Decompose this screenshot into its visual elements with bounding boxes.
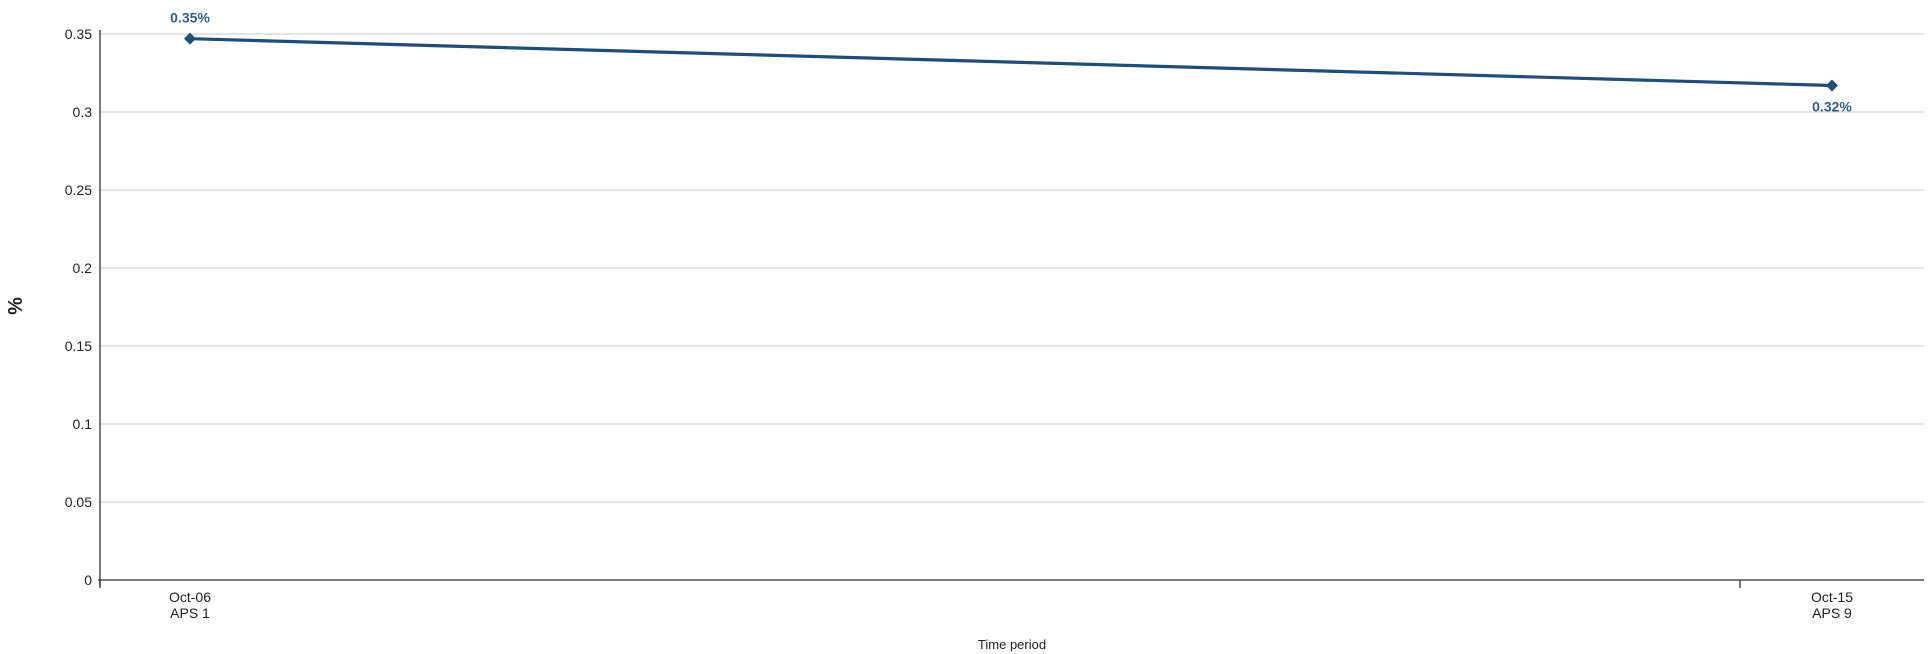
y-tick-label: 0.35	[65, 26, 92, 42]
data-point-marker	[184, 32, 196, 45]
data-label: 0.35%	[170, 10, 210, 26]
y-tick-label: 0.05	[65, 494, 92, 510]
y-tick-labels: 0 0.05 0.1 0.15 0.2 0.25 0.3 0.35	[65, 26, 92, 588]
gridlines	[100, 33, 1924, 503]
data-label: 0.32%	[1812, 98, 1852, 114]
x-tick-labels: Oct-06 APS 1 Oct-15 APS 9	[99, 580, 1853, 621]
x-tick-label-line: Oct-15	[1811, 589, 1853, 605]
y-tick-label: 0.25	[65, 182, 92, 198]
y-axis-title: %	[5, 297, 27, 315]
x-tick-label: Oct-15 APS 9	[1811, 589, 1853, 621]
x-tick-label-line: APS 9	[1812, 605, 1852, 621]
y-tick-label: 0.3	[73, 104, 93, 120]
x-tick-label-line: Oct-06	[169, 589, 211, 605]
series	[184, 32, 1838, 92]
y-tick-label: 0.15	[65, 338, 92, 354]
series-line	[189, 37, 1833, 88]
data-point-marker	[1826, 79, 1838, 92]
x-tick-label-line: APS 1	[170, 605, 210, 621]
data-labels: 0.35% 0.32%	[170, 10, 1852, 115]
y-tick-label: 0	[84, 572, 92, 588]
x-tick-label: Oct-06 APS 1	[169, 589, 211, 621]
x-axis-title: Time period	[978, 637, 1046, 652]
y-tick-label: 0.2	[73, 260, 93, 276]
y-tick-label: 0.1	[73, 416, 93, 432]
